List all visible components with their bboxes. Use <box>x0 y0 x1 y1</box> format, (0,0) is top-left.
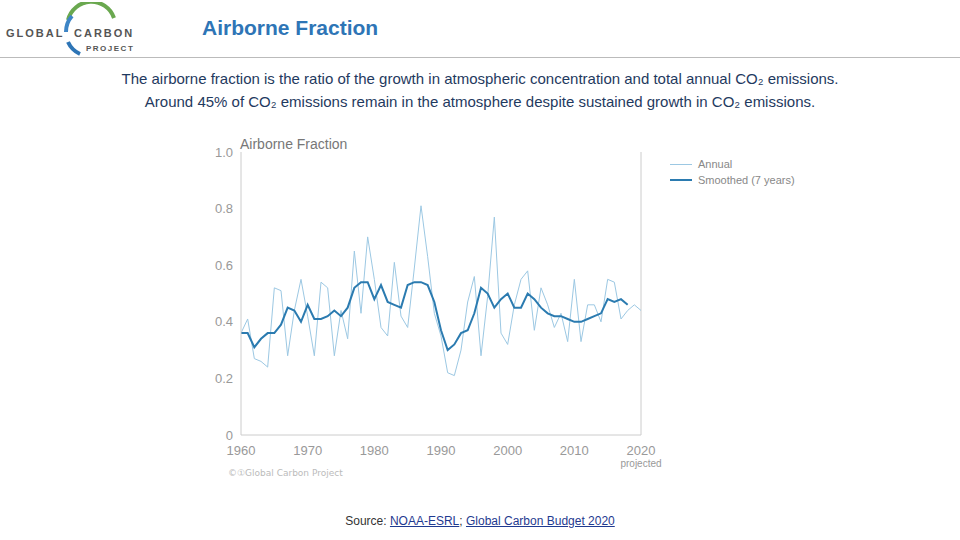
html-text:Airborne Fraction: Airborne Fraction <box>202 16 379 39</box>
html-text:Airborne Fraction: Airborne Fraction <box>240 136 348 152</box>
svg-text:0.4: 0.4 <box>215 314 233 329</box>
html-text:Source: NOAA-ESRL; Global Carb: Source: NOAA-ESRL; Global Carbon Budget … <box>345 514 615 528</box>
svg-text:0.2: 0.2 <box>215 371 233 386</box>
svg-text:2010: 2010 <box>560 443 589 458</box>
html-text:The airborne fraction is the r: The airborne fraction is the ratio of th… <box>121 70 839 87</box>
svg-text:0.8: 0.8 <box>215 201 233 216</box>
svg-text:GLOBAL: GLOBAL <box>8 27 64 39</box>
svg-text:2000: 2000 <box>493 443 522 458</box>
html-text:©①Global Carbon Project: ©①Global Carbon Project <box>228 468 343 478</box>
svg-text:1970: 1970 <box>293 443 322 458</box>
svg-text:0: 0 <box>226 428 233 443</box>
html-text:Around 45% of CO₂ emissions re: Around 45% of CO₂ emissions remain in th… <box>144 93 816 110</box>
svg-text:1.0: 1.0 <box>215 145 233 160</box>
html-text:Annual: Annual <box>698 158 733 170</box>
svg-text:1990: 1990 <box>427 443 456 458</box>
svg-text:2020: 2020 <box>627 443 656 458</box>
svg-text:PROJECT: PROJECT <box>86 44 134 53</box>
svg-text:CARBON: CARBON <box>74 27 134 39</box>
svg-text:1980: 1980 <box>360 443 389 458</box>
html-text:Smoothed (7 years): Smoothed (7 years) <box>698 174 795 186</box>
svg-text:1960: 1960 <box>227 443 256 458</box>
svg-text:projected: projected <box>620 458 661 469</box>
svg-text:0.6: 0.6 <box>215 258 233 273</box>
